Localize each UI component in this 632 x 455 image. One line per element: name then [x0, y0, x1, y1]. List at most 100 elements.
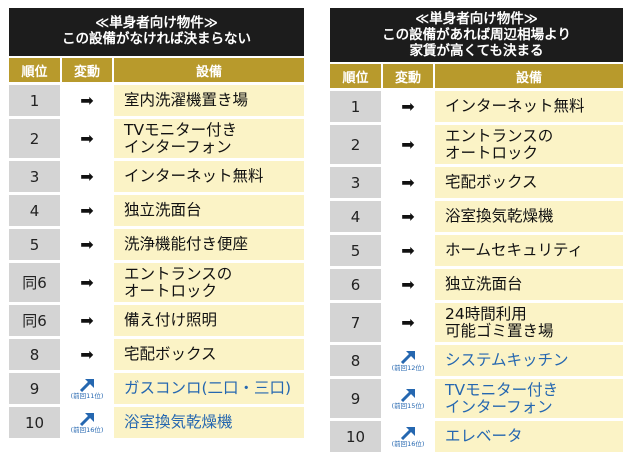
table-row: 4 ➡ 浴室換気乾燥機	[330, 201, 623, 232]
table-row: 10 (前回16位) 浴室換気乾燥機	[9, 407, 304, 438]
previous-rank: (前回12位)	[391, 363, 425, 372]
rank-cell: 2	[9, 119, 60, 158]
rank-cell: 9	[330, 379, 381, 418]
header-rank: 順位	[342, 70, 369, 86]
feature-cell: 宅配ボックス	[114, 339, 304, 370]
rank-cell: 4	[330, 201, 381, 232]
feature-cell: エントランスの オートロック	[114, 263, 304, 302]
table-row: 10 (前回16位) エレベータ	[330, 421, 623, 452]
up-right-arrow-icon	[400, 426, 415, 440]
right-arrow-icon: ➡	[80, 200, 94, 220]
title-line: この設備がなければ決まらない	[62, 31, 251, 47]
title-line: この設備があれば周辺相場より	[382, 27, 571, 43]
feature-cell: ガスコンロ(二口・三口)	[114, 373, 304, 404]
feature-label: TVモニター付き インターフォン	[445, 380, 559, 416]
feature-label: インターネット無料	[445, 97, 585, 115]
rank-cell: 10	[9, 407, 60, 438]
change-cell: ➡	[60, 85, 114, 116]
right-arrow-icon: ➡	[80, 166, 94, 186]
change-cell: ➡	[60, 161, 114, 192]
table-header: 順位 変動 設備	[330, 64, 623, 88]
table-row: 6 ➡ 独立洗面台	[330, 269, 623, 300]
header-change: 変動	[60, 58, 114, 82]
feature-label: 浴室換気乾燥機	[445, 207, 554, 225]
change-cell: ➡	[60, 119, 114, 158]
feature-cell: 浴室換気乾燥機	[114, 407, 304, 438]
change-cell: ➡	[381, 201, 435, 232]
feature-label: 備え付け照明	[124, 311, 218, 329]
table-row: 3 ➡ 宅配ボックス	[330, 167, 623, 198]
rank-cell: 7	[330, 303, 381, 342]
feature-cell: 独立洗面台	[435, 269, 623, 300]
feature-label: 24時間利用 可能ゴミ置き場	[445, 304, 554, 340]
feature-cell: エレベータ	[435, 421, 623, 452]
left-ranking-table: ≪単身者向け物件≫ この設備がなければ決まらない 順位 変動 設備 1 ➡ 室内洗濯…	[9, 8, 304, 441]
feature-label: 洗浄機能付き便座	[124, 235, 249, 253]
header-feature: 設備	[195, 64, 222, 80]
table-row: 同6 ➡ エントランスの オートロック	[9, 263, 304, 302]
change-cell: (前回16位)	[60, 407, 114, 438]
rank-cell: 同6	[9, 305, 60, 336]
change-cell: ➡	[60, 263, 114, 302]
feature-label: 浴室換気乾燥機	[124, 413, 233, 431]
table-row: 3 ➡ インターネット無料	[9, 161, 304, 192]
feature-label: 独立洗面台	[445, 275, 523, 293]
table-title: ≪単身者向け物件≫ この設備があれば周辺相場より 家賃が高くても決まる	[330, 8, 623, 62]
table-row: 4 ➡ 独立洗面台	[9, 195, 304, 226]
title-line: ≪単身者向け物件≫	[415, 11, 538, 27]
feature-label: 独立洗面台	[124, 201, 202, 219]
right-arrow-icon: ➡	[401, 96, 415, 116]
table-row: 8 (前回12位) システムキッチン	[330, 345, 623, 376]
change-cell: (前回16位)	[381, 421, 435, 452]
change-cell: ➡	[60, 305, 114, 336]
up-right-arrow-icon	[79, 412, 94, 426]
feature-label: インターネット無料	[124, 167, 264, 185]
feature-cell: TVモニター付き インターフォン	[435, 379, 623, 418]
change-cell: (前回12位)	[381, 345, 435, 376]
feature-label: エントランスの オートロック	[445, 126, 554, 162]
feature-cell: 宅配ボックス	[435, 167, 623, 198]
change-cell: ➡	[381, 235, 435, 266]
right-arrow-icon: ➡	[80, 272, 94, 292]
feature-cell: エントランスの オートロック	[435, 125, 623, 164]
table-body: 1 ➡ 室内洗濯機置き場 2 ➡ TVモニター付き インターフォン 3 ➡ インターネット無料 4…	[9, 85, 304, 438]
change-cell: ➡	[60, 339, 114, 370]
right-arrow-icon: ➡	[401, 172, 415, 192]
feature-cell: 独立洗面台	[114, 195, 304, 226]
feature-label: システムキッチン	[445, 351, 569, 369]
up-right-arrow-icon	[400, 388, 415, 402]
previous-rank: (前回15位)	[391, 401, 425, 410]
feature-cell: システムキッチン	[435, 345, 623, 376]
feature-label: エレベータ	[445, 427, 523, 445]
right-arrow-icon: ➡	[80, 90, 94, 110]
rank-cell: 5	[9, 229, 60, 260]
right-arrow-icon: ➡	[80, 128, 94, 148]
change-cell: ➡	[381, 269, 435, 300]
title-line: 家賃が高くても決まる	[409, 43, 544, 59]
table-row: 7 ➡ 24時間利用 可能ゴミ置き場	[330, 303, 623, 342]
feature-cell: ホームセキュリティ	[435, 235, 623, 266]
table-row: 9 (前回15位) TVモニター付き インターフォン	[330, 379, 623, 418]
right-arrow-icon: ➡	[80, 234, 94, 254]
table-row: 5 ➡ ホームセキュリティ	[330, 235, 623, 266]
change-cell: (前回15位)	[381, 379, 435, 418]
table-row: 2 ➡ TVモニター付き インターフォン	[9, 119, 304, 158]
up-right-arrow-icon	[400, 350, 415, 364]
previous-rank: (前回11位)	[70, 391, 104, 400]
table-header: 順位 変動 設備	[9, 58, 304, 82]
right-arrow-icon: ➡	[401, 312, 415, 332]
header-change: 変動	[381, 64, 435, 88]
rank-cell: 8	[330, 345, 381, 376]
change-cell: ➡	[60, 195, 114, 226]
table-row: 1 ➡ 室内洗濯機置き場	[9, 85, 304, 116]
feature-label: 室内洗濯機置き場	[124, 91, 249, 109]
previous-rank: (前回16位)	[391, 439, 425, 448]
right-arrow-icon: ➡	[80, 310, 94, 330]
table-row: 1 ➡ インターネット無料	[330, 91, 623, 122]
feature-cell: インターネット無料	[114, 161, 304, 192]
change-cell: (前回11位)	[60, 373, 114, 404]
header-rank: 順位	[21, 64, 48, 80]
feature-label: 宅配ボックス	[124, 345, 217, 363]
right-arrow-icon: ➡	[401, 134, 415, 154]
feature-cell: 室内洗濯機置き場	[114, 85, 304, 116]
